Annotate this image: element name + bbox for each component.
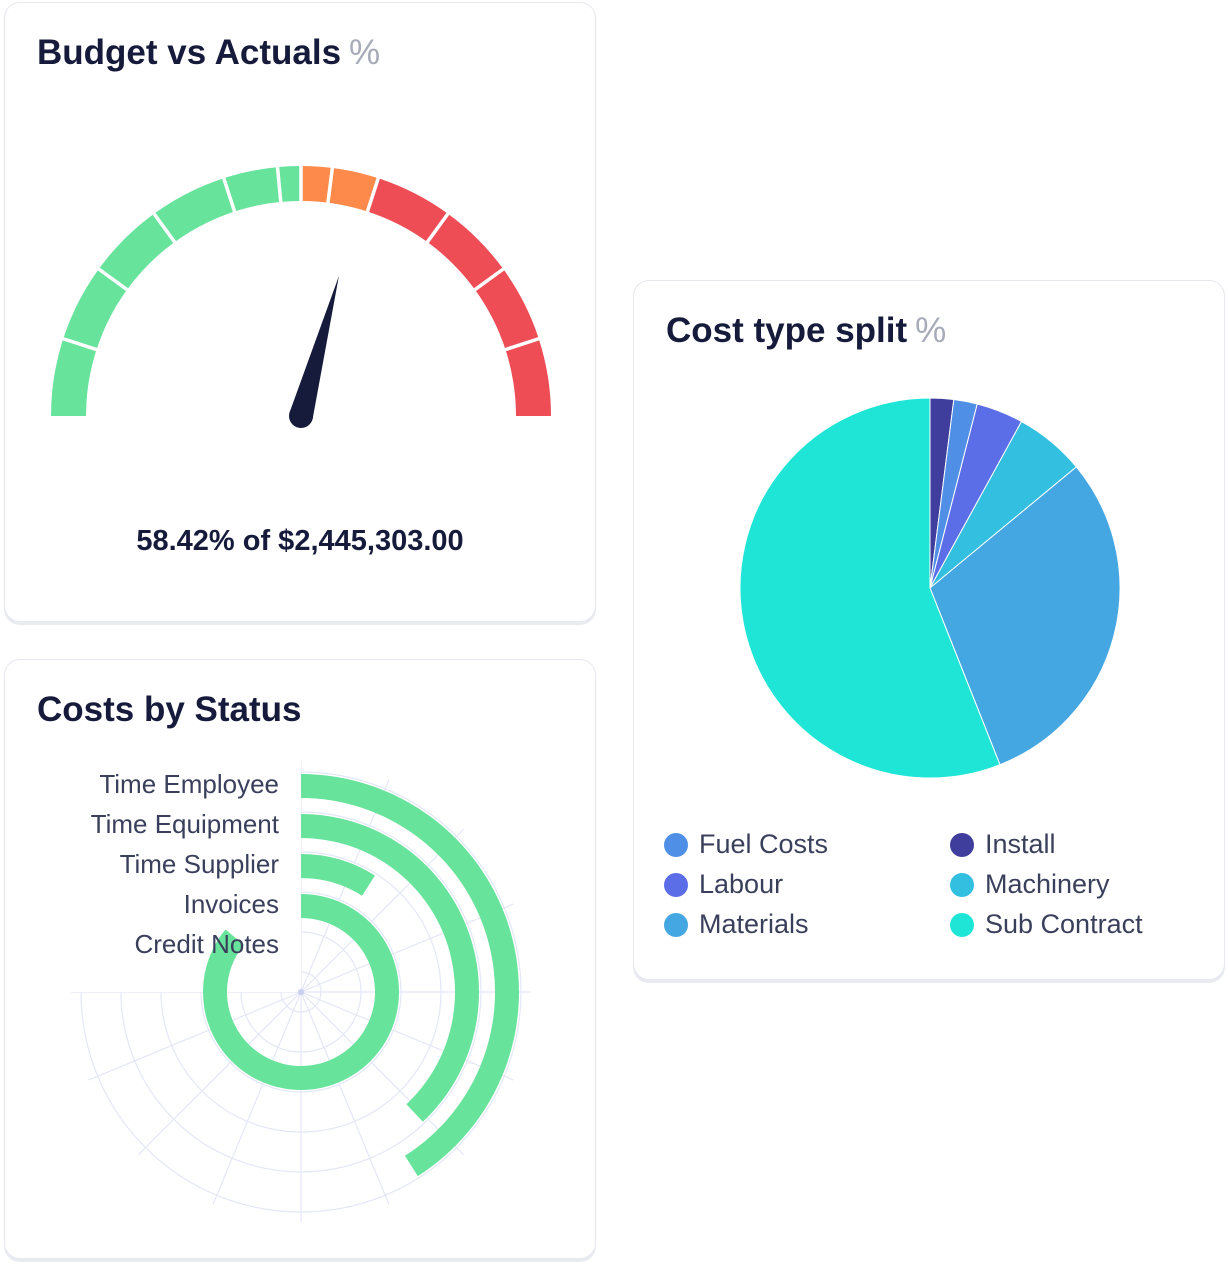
legend-item-sub-contract[interactable]: Sub Contract: [950, 909, 1143, 940]
radial-label-backdrop: [25, 760, 301, 992]
legend-label: Labour: [699, 869, 784, 899]
legend-item-machinery[interactable]: Machinery: [950, 869, 1110, 900]
radial-grid-spoke: [300, 991, 465, 1156]
legend-swatch: [950, 872, 974, 897]
gauge-separator: [472, 266, 506, 293]
radial-bar-label: Time Supplier: [119, 849, 279, 879]
gauge-separator: [275, 164, 283, 205]
legend-item-materials[interactable]: Materials: [664, 909, 809, 940]
legend-item-install[interactable]: Install: [950, 829, 1056, 860]
legend-item-fuel-costs[interactable]: Fuel Costs: [664, 829, 828, 860]
legend-swatch: [950, 832, 974, 857]
gauge-separator: [365, 175, 381, 214]
radial-bar-chart: [25, 760, 531, 1222]
legend-label: Fuel Costs: [699, 829, 829, 859]
gauge-separator: [503, 336, 542, 352]
radial-grid-spoke: [300, 991, 514, 1081]
gauge-separator: [221, 175, 237, 214]
gauge-needle: [289, 276, 339, 420]
gauge-separator: [424, 211, 451, 245]
legend-swatch: [664, 912, 688, 937]
pie-slice-sub-contract: [739, 397, 1001, 779]
radial-grid-spoke: [212, 991, 302, 1205]
radial-bar-time-equipment: [301, 814, 479, 1122]
radial-grid-spoke: [88, 991, 302, 1081]
budget-card-title: Budget vs Actuals%: [37, 33, 380, 73]
legend-label: Install: [985, 829, 1056, 859]
gauge-band-2: [367, 178, 551, 416]
radial-bar-label: Invoices: [183, 889, 279, 919]
legend-label: Machinery: [985, 869, 1110, 899]
cost-title-text: Cost type split: [666, 311, 908, 350]
gauge-needle-hub: [289, 404, 313, 428]
legend-swatch: [950, 912, 974, 937]
radial-grid-spoke: [300, 828, 465, 993]
legend-label: Materials: [699, 909, 809, 939]
radial-grid-spoke: [300, 903, 514, 993]
pie-slice-materials: [929, 466, 1121, 766]
budget-vs-actuals-card: Budget vs Actuals% 58.42% of $2,445,303.…: [4, 2, 596, 622]
cost-title-unit: %: [915, 311, 947, 350]
budget-title-unit: %: [349, 33, 381, 72]
gauge-caption: 58.42% of $2,445,303.00: [136, 525, 464, 557]
radial-bar-label: Credit Notes: [134, 929, 280, 959]
gauge-band-0: [51, 166, 301, 416]
radial-grid-spoke: [300, 991, 390, 1205]
legend-swatch: [664, 872, 688, 897]
gauge-separator: [151, 211, 178, 245]
radial-bar-label: Time Equipment: [90, 809, 279, 839]
radial-bar-time-supplier: [301, 854, 375, 896]
costs-by-status-card: Costs by Status Time Employee Time Equipm…: [4, 659, 596, 1259]
radial-bar-label: Time Employee: [99, 769, 279, 799]
gauge-separator: [60, 336, 99, 352]
gauge-separator: [96, 266, 130, 293]
radial-grid-spoke: [137, 991, 302, 1156]
gauge-band-1: [301, 166, 379, 212]
pie-chart: [739, 397, 1121, 779]
gauge-chart: [51, 164, 551, 428]
legend-swatch: [664, 832, 688, 857]
status-card-title: Costs by Status: [37, 690, 302, 729]
legend-item-labour[interactable]: Labour: [664, 869, 783, 900]
cost-type-split-card: Cost type split% Fuel Costs Install Labour…: [633, 280, 1225, 980]
legend-label: Sub Contract: [985, 909, 1143, 939]
cost-card-title: Cost type split%: [666, 311, 946, 351]
radial-bar-time-employee: [301, 774, 519, 1177]
budget-title-text: Budget vs Actuals: [37, 33, 342, 72]
radial-center: [298, 989, 304, 995]
gauge-separator: [325, 165, 335, 205]
